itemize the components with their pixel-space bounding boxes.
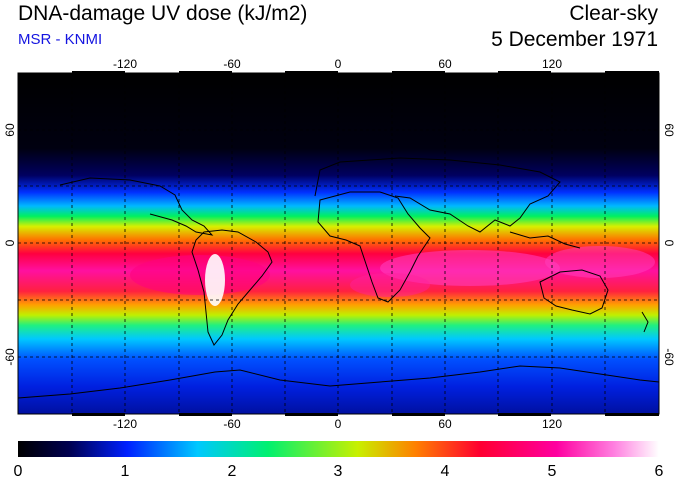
graticule (18, 73, 659, 414)
frame-ticks (72, 71, 659, 416)
coastline-southeast-asia (509, 231, 581, 249)
coastline-africa (317, 191, 431, 303)
longitude-labels-top: -120 -60 0 60 120 (113, 57, 562, 71)
lon-label: 0 (335, 417, 342, 431)
colorbar-tick-label: 2 (228, 463, 237, 480)
sky-condition-label: Clear-sky (569, 2, 658, 25)
colorbar-tick-label: 4 (441, 463, 450, 480)
lat-label: -60 (3, 348, 17, 366)
lon-label: 60 (438, 417, 452, 431)
south-america-high-dose-region (130, 255, 270, 295)
coastline-antarctica (18, 365, 659, 399)
coastline-new-zealand (641, 311, 649, 333)
coastline-europe-asia (314, 157, 561, 233)
colorbar-tick-label: 6 (655, 463, 664, 480)
lon-label: -60 (223, 57, 241, 71)
lon-label: -120 (113, 57, 137, 71)
coastlines (18, 157, 659, 399)
andes-peak-dose-region (205, 254, 225, 306)
colorbar-tick-label: 3 (334, 463, 343, 480)
australia-high-dose-region (545, 246, 655, 278)
lat-label: -60 (662, 348, 676, 366)
colorbar-tick-label: 5 (548, 463, 557, 480)
longitude-labels-bottom: -120 -60 0 60 120 (113, 417, 562, 431)
map-title: DNA-damage UV dose (kJ/m2) (18, 2, 308, 25)
colorbar-tick-label: 0 (14, 463, 23, 480)
date-label: 5 December 1971 (491, 28, 658, 51)
colorbar-labels: 0 1 2 3 4 5 6 (14, 463, 664, 480)
map-frame (17, 72, 660, 415)
colorbar-tick-label: 1 (121, 463, 130, 480)
lat-label: 60 (662, 123, 676, 137)
indian-ocean-high-dose-region (380, 250, 560, 286)
lon-label: 120 (542, 57, 562, 71)
latitude-labels-left: 60 0 -60 (3, 123, 17, 366)
coastline-north-america (59, 177, 214, 236)
south-africa-high-dose-region (350, 273, 430, 297)
lon-label: -60 (223, 417, 241, 431)
lat-label: 60 (3, 123, 17, 137)
lon-label: 60 (438, 57, 452, 71)
lat-label: 0 (3, 239, 17, 246)
lon-label: 0 (335, 57, 342, 71)
source-label: MSR - KNMI (18, 31, 103, 48)
uv-intensity-highlights (130, 246, 655, 306)
lon-label: 120 (542, 417, 562, 431)
latitude-labels-right: 60 0 -60 (662, 123, 676, 366)
lat-label: 0 (662, 240, 676, 247)
coastline-south-america (191, 229, 273, 346)
colorbar (18, 441, 659, 457)
lon-label: -120 (113, 417, 137, 431)
